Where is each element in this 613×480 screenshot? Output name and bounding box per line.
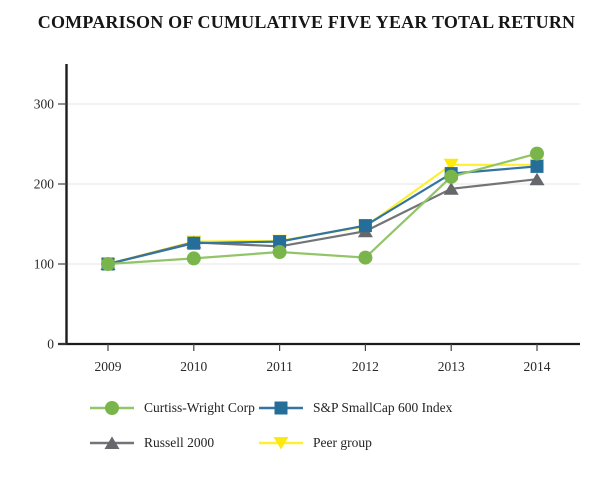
- marker-curtiss-wright-corp-2011: [272, 245, 287, 259]
- marker-curtiss-wright-corp-2012: [358, 250, 373, 265]
- marker-curtiss-wright-corp-2014: [530, 146, 544, 161]
- legend-glyph-curtiss-wright-corp: [105, 401, 119, 415]
- marker-s-p-smallcap-600-index-2012: [358, 219, 372, 233]
- marker-legend-peer-group: [273, 437, 289, 450]
- x-tick-label-2014: 2014: [524, 359, 551, 374]
- chart-legend: Curtiss-Wright Corp S&P SmallCap 600 Ind…: [89, 400, 452, 451]
- x-tick-label-2011: 2011: [266, 359, 293, 374]
- marker-curtiss-wright-corp-2010: [186, 251, 201, 266]
- series-line-curtiss-wright-corp: [107, 152, 538, 266]
- x-tick-label-2012: 2012: [352, 359, 379, 374]
- y-tick-label-200: 200: [34, 177, 55, 192]
- legend-item-russell-2000: Russell 2000: [89, 435, 258, 451]
- marker-legend-russell-2000: [104, 436, 120, 449]
- curtiss-wright-marker-icon: [90, 401, 134, 415]
- legend-item-sp-smallcap: S&P SmallCap 600 Index: [258, 400, 452, 416]
- marker-russell-2000-2014: [529, 172, 545, 186]
- marker-legend-curtiss-wright-corp: [105, 401, 119, 415]
- x-tick-label-2010: 2010: [180, 359, 207, 374]
- series-curtiss-wright-corp: [101, 146, 544, 271]
- peer-group-marker-icon: [259, 437, 303, 450]
- marker-s-p-smallcap-600-index-2010: [187, 236, 201, 250]
- russell-2000-marker-icon: [90, 436, 134, 449]
- legend-glyph-s-p-smallcap-600-index: [274, 401, 288, 415]
- x-tick-label-2013: 2013: [438, 359, 465, 374]
- legend-label: Russell 2000: [144, 435, 215, 450]
- sp-smallcap-marker-icon: [259, 401, 303, 415]
- marker-s-p-smallcap-600-index-2014: [530, 159, 544, 173]
- chart-title: COMPARISON OF CUMULATIVE FIVE YEAR TOTAL…: [37, 12, 576, 32]
- y-tick-label-300: 300: [34, 97, 55, 112]
- legend-label: S&P SmallCap 600 Index: [313, 400, 453, 415]
- marker-legend-s-p-smallcap-600-index: [274, 401, 288, 415]
- series-line-s-p-smallcap-600-index: [107, 165, 538, 266]
- legend-item-peer-group: Peer group: [258, 435, 452, 451]
- x-tick-label-2009: 2009: [95, 359, 122, 374]
- legend-glyph-russell-2000: [104, 436, 120, 449]
- legend-label: Curtiss-Wright Corp: [144, 400, 255, 415]
- marker-curtiss-wright-corp-2013: [444, 169, 459, 184]
- line-chart: 0 100 200 300 2009 2010 2011 2012 2013 2014: [34, 64, 580, 374]
- y-tick-label-0: 0: [47, 337, 54, 352]
- legend-glyph-peer-group: [273, 437, 289, 450]
- marker-peer-group-2013: [443, 158, 459, 172]
- marker-s-p-smallcap-600-index-2011: [273, 235, 287, 249]
- legend-label: Peer group: [313, 435, 372, 450]
- marker-russell-2000-2013: [443, 182, 459, 195]
- series-line-russell-2000: [107, 178, 538, 266]
- marker-curtiss-wright-corp-2009: [101, 257, 115, 271]
- y-tick-label-100: 100: [34, 257, 55, 272]
- legend-item-curtiss-wright: Curtiss-Wright Corp: [89, 400, 258, 416]
